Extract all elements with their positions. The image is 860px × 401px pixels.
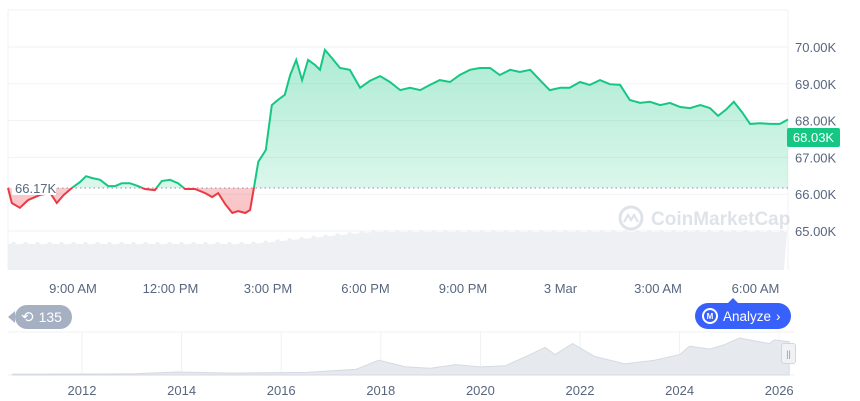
price-line-up <box>7 47 789 188</box>
y-tick-label: 68.00K <box>795 114 837 129</box>
x-tick-label: 3:00 AM <box>634 281 682 296</box>
x-tick-label: 9:00 PM <box>439 281 487 296</box>
history-icon: ⟲ <box>21 309 34 326</box>
x-tick-label: 12:00 PM <box>143 281 199 296</box>
watermark: CoinMarketCap <box>618 205 790 231</box>
overview-area <box>11 337 790 376</box>
y-tick-label: 66.00K <box>795 187 837 202</box>
overview-year-label: 2016 <box>267 383 296 398</box>
volume-bars <box>8 230 787 270</box>
analyze-button[interactable]: M Analyze › <box>695 298 791 329</box>
overview-year-label: 2012 <box>68 383 97 398</box>
overview-year-label: 2024 <box>665 383 694 398</box>
baseline-label-bg <box>12 179 56 195</box>
overview-year-label: 2014 <box>167 383 196 398</box>
x-tick-label: 3:00 PM <box>244 281 292 296</box>
analyze-label: Analyze <box>723 308 772 324</box>
x-tick-label: 6:00 AM <box>732 281 780 296</box>
x-tick-label: 9:00 AM <box>49 281 97 296</box>
overview-year-label: 2022 <box>566 383 595 398</box>
x-axis: 9:00 AM 12:00 PM 3:00 PM 6:00 PM 9:00 PM 3 Ma… <box>49 281 779 296</box>
overview-year-label: 2018 <box>366 383 395 398</box>
overview-year-label: 2026 <box>765 383 794 398</box>
watermark-text: CoinMarketCap <box>651 209 790 230</box>
x-tick-label: 3 Mar <box>544 281 578 296</box>
y-axis: 70.00K 69.00K 68.00K 67.00K 66.00K 65.00K <box>795 40 837 239</box>
y-tick-label: 65.00K <box>795 224 837 239</box>
history-count: 135 <box>38 309 62 325</box>
coinmarketcap-logo-icon <box>618 205 644 231</box>
volume-area <box>8 230 787 270</box>
y-tick-label: 70.00K <box>795 40 837 55</box>
history-badge[interactable]: ⟲ 135 <box>8 305 72 329</box>
y-tick-label: 69.00K <box>795 77 837 92</box>
x-tick-label: 6:00 PM <box>341 281 389 296</box>
analyze-icon: M <box>702 308 718 324</box>
current-price-badge: 68.03K <box>787 128 840 147</box>
y-tick-label: 67.00K <box>795 150 837 165</box>
baseline-label: 66.17K <box>15 181 57 196</box>
overview-navigator[interactable]: 2012 2014 2016 2018 2020 2022 2024 2026 <box>8 331 795 398</box>
chevron-right-icon: › <box>776 308 781 324</box>
range-handle[interactable]: || <box>781 343 796 364</box>
overview-year-label: 2020 <box>466 383 495 398</box>
